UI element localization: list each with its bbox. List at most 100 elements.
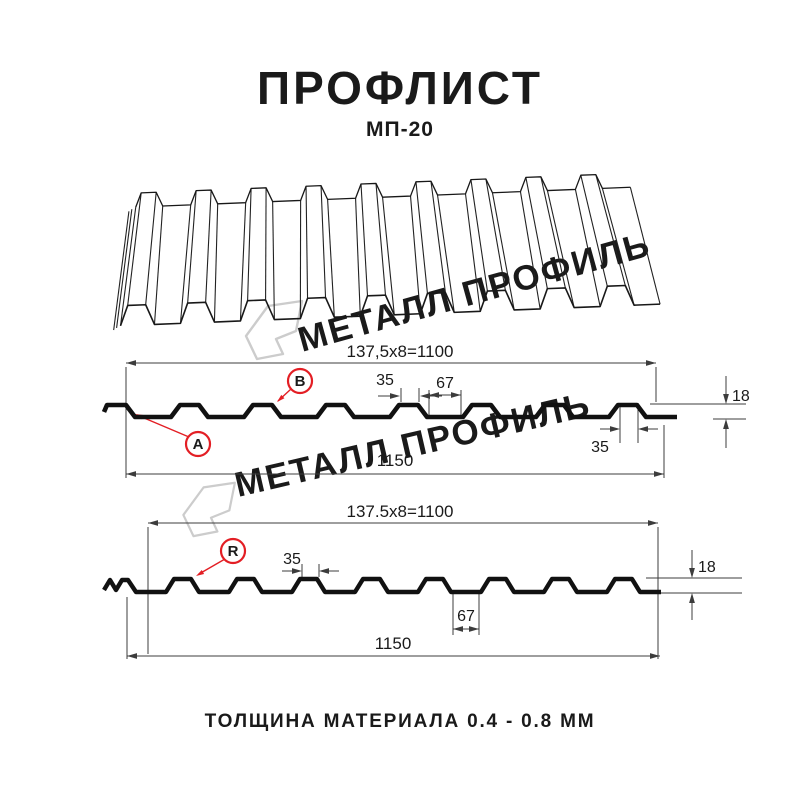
- arrowhead: [390, 393, 400, 399]
- dimension-line: [580, 175, 608, 287]
- profile-cross-section-2: [102, 576, 661, 595]
- arrowhead: [689, 568, 695, 578]
- dimension-line: [116, 209, 133, 329]
- dimension-line: [299, 200, 302, 319]
- arrowhead: [723, 419, 729, 429]
- dimension-line: [153, 205, 164, 325]
- dimension-line: [464, 193, 481, 312]
- arrowhead: [429, 392, 439, 398]
- arrowhead: [319, 568, 329, 574]
- dim-rib-top-section2: 35: [283, 551, 301, 568]
- dimension-line: [629, 187, 661, 305]
- arrowhead: [650, 653, 660, 659]
- sheet-3d-wireframe-lines: [113, 174, 661, 331]
- dimension-line: [179, 204, 192, 324]
- dimension-line: [213, 203, 219, 323]
- page-title: ПРОФЛИСТ: [257, 62, 543, 114]
- dimension-line: [409, 196, 421, 314]
- dim-valley-section2: 67: [457, 608, 475, 625]
- arrowhead: [654, 471, 664, 477]
- dimension-line: [247, 188, 252, 301]
- profile-cross-section-1: [101, 402, 677, 420]
- watermark-text-upper: МЕТАЛЛ ПРОФИЛЬ: [294, 225, 655, 360]
- dimension-line: [360, 183, 369, 296]
- dimension-line: [546, 190, 575, 308]
- dimension-line: [375, 183, 387, 296]
- dimension-line: [320, 185, 327, 298]
- dimension-line: [415, 181, 429, 294]
- dimension-line: [382, 197, 395, 315]
- sheet-back-edge: [135, 173, 631, 208]
- label-a-text: A: [193, 436, 204, 453]
- dimension-line: [119, 207, 137, 326]
- dimension-line: [601, 188, 635, 306]
- arrowhead: [126, 471, 136, 477]
- dim-total-width-section2: 1150: [375, 634, 412, 653]
- section2-dimension-geometry: [126, 520, 742, 659]
- dim-height-section2: 18: [698, 559, 716, 576]
- sheet-front-edge: [119, 284, 661, 327]
- arrowhead: [453, 626, 463, 632]
- dimension-line: [355, 198, 361, 317]
- section1-dimension-geometry: [125, 360, 746, 478]
- dimension-line: [113, 211, 130, 331]
- arrowhead: [420, 393, 430, 399]
- watermark-label: МЕТАЛЛ ПРОФИЛЬ: [294, 225, 655, 360]
- dimension-line: [145, 192, 157, 305]
- dimension-line: [595, 174, 626, 286]
- arrowhead: [469, 626, 479, 632]
- dimension-line: [198, 558, 226, 575]
- arrowhead: [277, 394, 285, 402]
- arrowhead: [292, 568, 302, 574]
- arrowhead: [126, 360, 136, 366]
- dim-height-section1: 18: [732, 388, 750, 405]
- arrowhead: [127, 653, 137, 659]
- dimension-line: [519, 191, 541, 310]
- dim-pitch-section1: 137,5x8=1100: [347, 342, 454, 361]
- arrowhead: [723, 394, 729, 404]
- arrowhead: [648, 520, 658, 526]
- dimension-line: [327, 199, 335, 318]
- material-thickness-note: ТОЛЩИНА МАТЕРИАЛА 0.4 - 0.8 ММ: [205, 711, 596, 732]
- label-b-text: B: [295, 373, 306, 390]
- dimension-line: [574, 189, 601, 307]
- dimension-line: [436, 194, 455, 313]
- label-r-circle: [219, 537, 247, 565]
- watermark-layer: МЕТАЛЛ ПРОФИЛЬ МЕТАЛЛ ПРОФИЛЬ: [182, 225, 655, 538]
- arrowhead: [451, 392, 461, 398]
- section2-cross-section: 137.5x8=1100 35 18 67 1150 R: [102, 502, 716, 653]
- arrowhead: [610, 426, 620, 432]
- page-subtitle: МП-20: [366, 118, 434, 141]
- label-r-text: R: [228, 543, 239, 560]
- dim-valley-section1: 67: [436, 375, 454, 392]
- brand-logo-icon: [182, 481, 236, 538]
- dimension-line: [272, 201, 275, 320]
- dimension-line: [265, 187, 267, 300]
- dim-total-width-section1: 1150: [377, 451, 414, 470]
- dimension-line: [525, 177, 548, 289]
- label-a-circle: [184, 430, 212, 458]
- dim-pitch-section2: 137.5x8=1100: [347, 502, 454, 521]
- dimension-line: [470, 179, 488, 292]
- arrowhead: [638, 426, 648, 432]
- arrowhead: [148, 520, 158, 526]
- dimension-line: [127, 192, 142, 306]
- arrowhead: [196, 569, 205, 576]
- dimension-line: [485, 178, 506, 291]
- dimension-line: [239, 202, 247, 321]
- dimension-line: [305, 186, 309, 299]
- dimension-line: [540, 176, 566, 289]
- label-b-circle: [286, 367, 314, 395]
- dimension-line: [205, 190, 212, 303]
- section1-cross-section: 137,5x8=1100 35 67 18 35 1150 B A: [101, 342, 750, 470]
- dim-rib-bottom-section1: 35: [591, 439, 609, 456]
- arrowhead: [689, 593, 695, 603]
- dimension-line: [430, 181, 446, 293]
- dimension-line: [491, 192, 515, 311]
- dimension-line: [187, 190, 197, 304]
- dim-rib-top-section1: 35: [376, 372, 394, 389]
- sheet-3d-drawing: [113, 173, 661, 331]
- arrowhead: [646, 360, 656, 366]
